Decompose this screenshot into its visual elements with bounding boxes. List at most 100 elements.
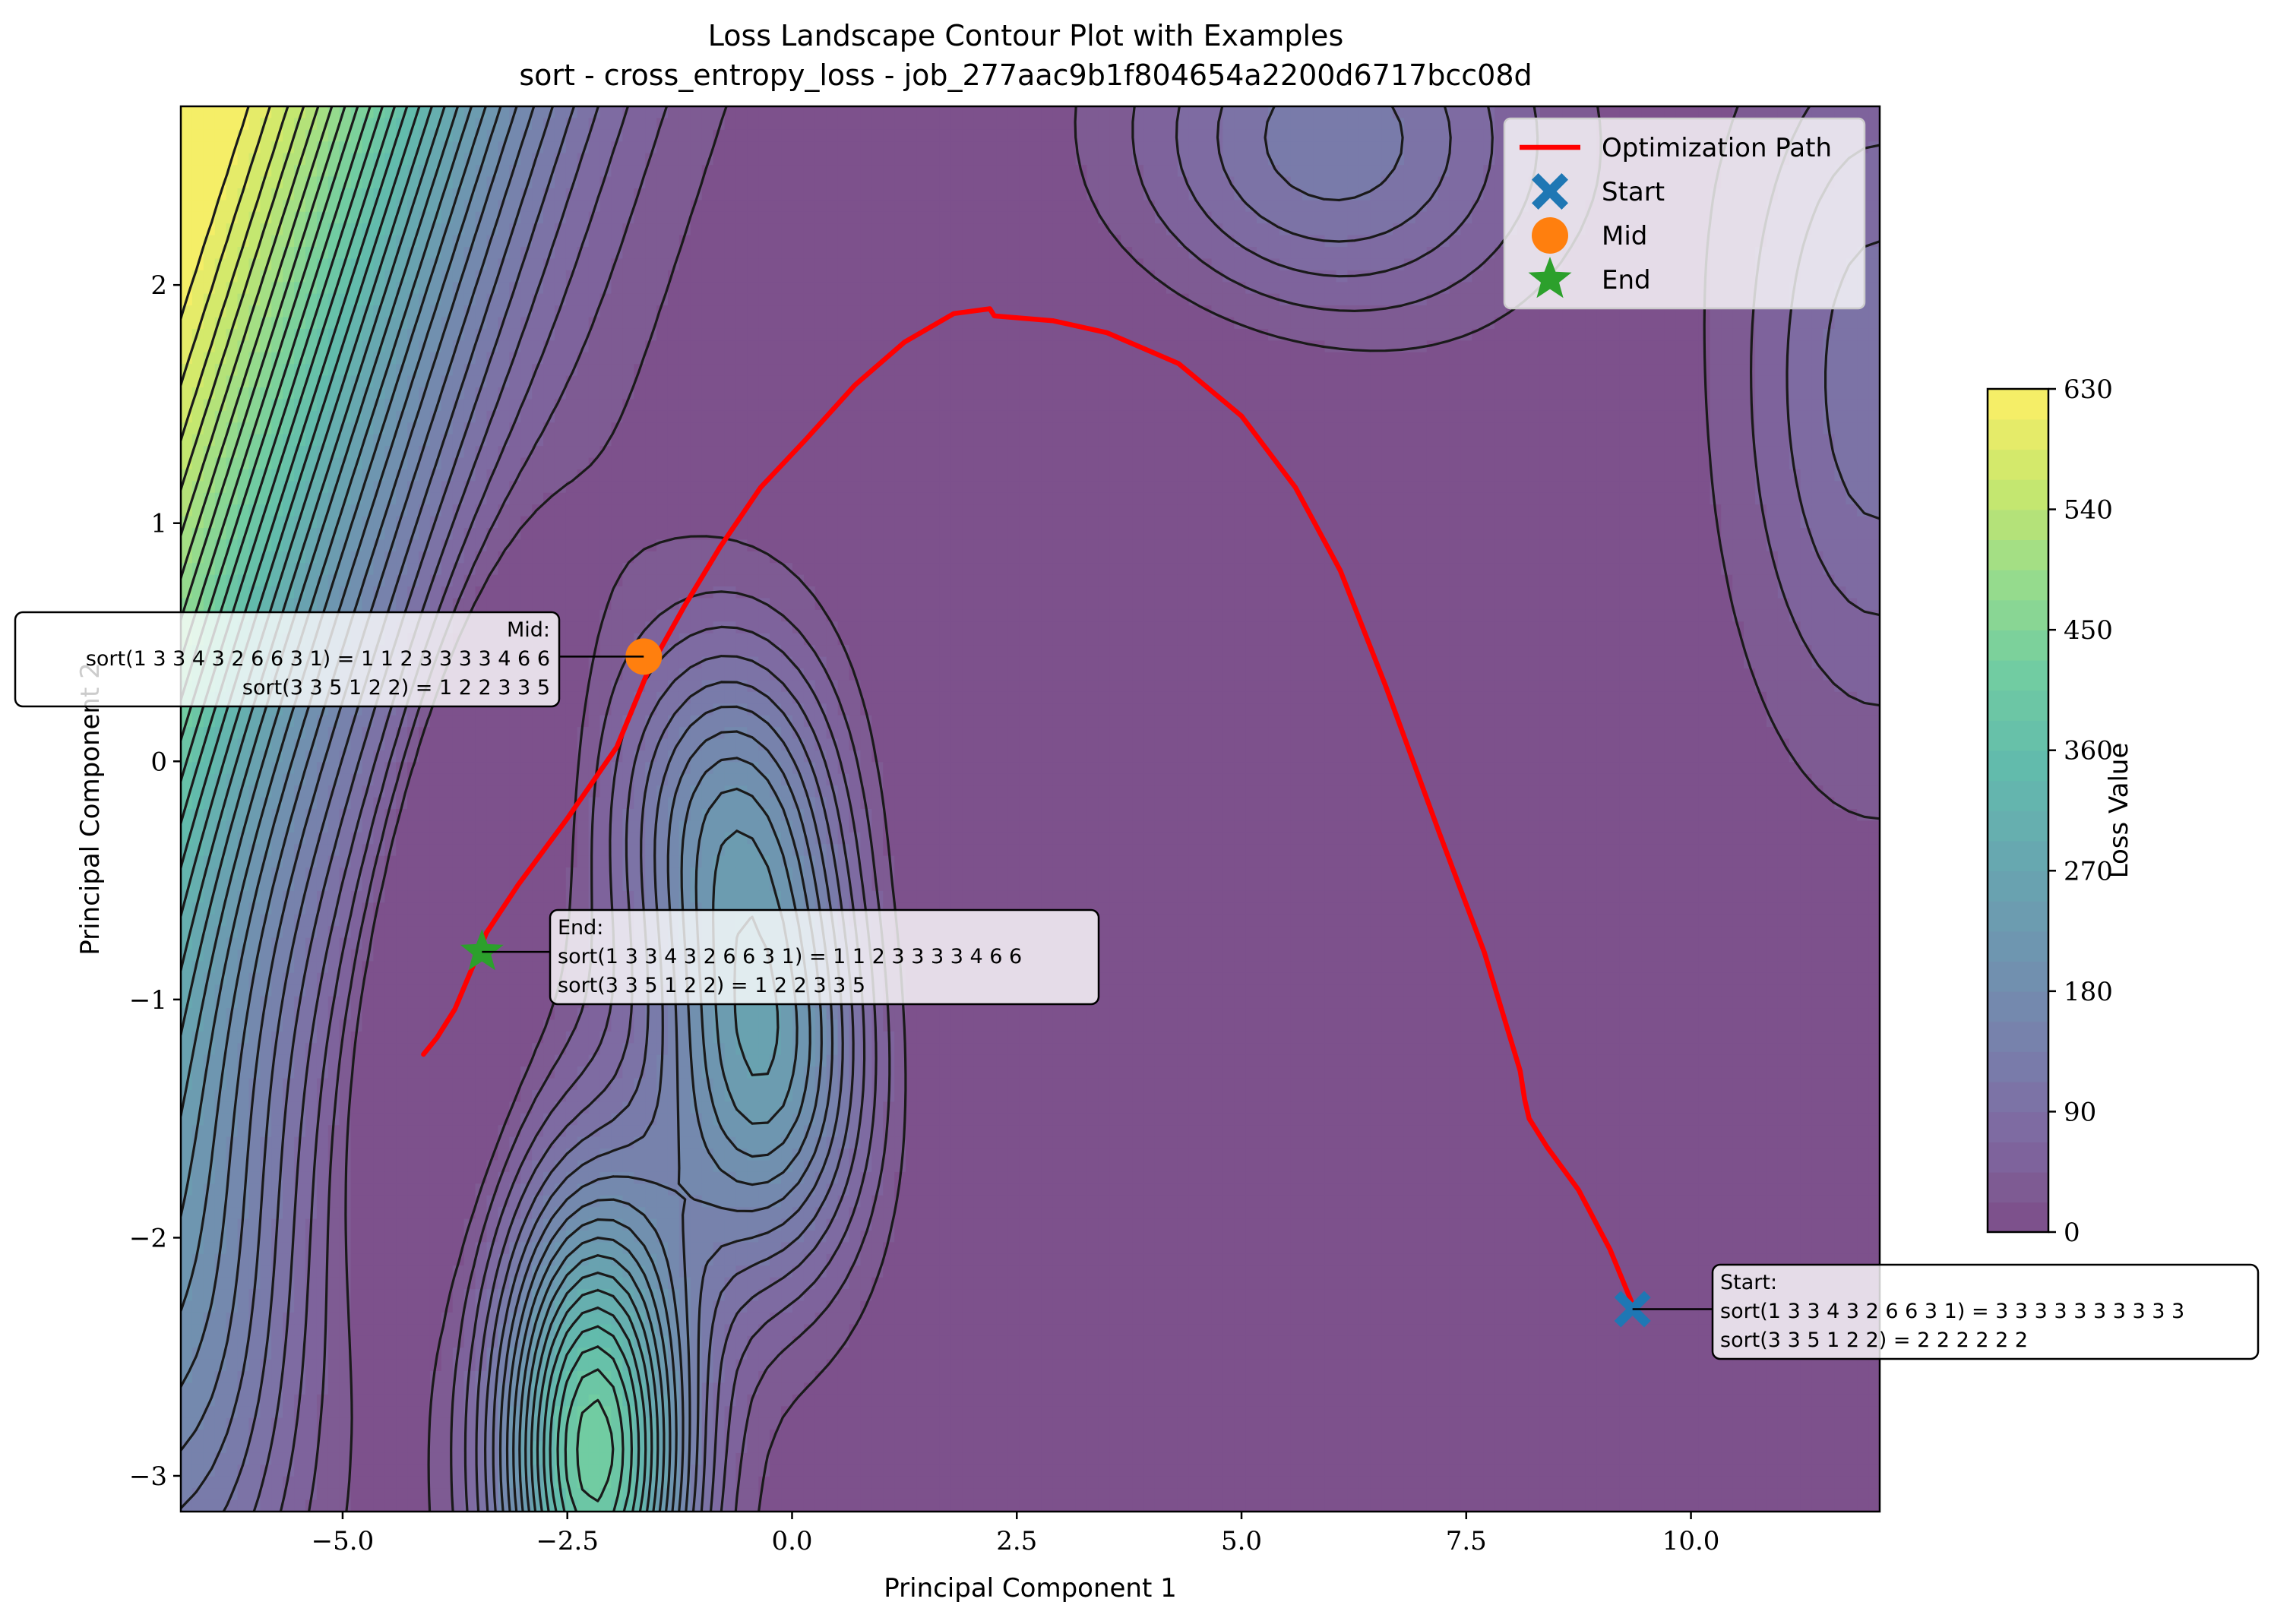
contour-cell	[1426, 165, 1439, 178]
contour-cell	[1098, 340, 1111, 353]
contour-cell	[678, 422, 691, 435]
contour-cell	[475, 235, 488, 248]
contour-cell	[634, 282, 646, 295]
contour-cell	[1438, 293, 1450, 306]
contour-cell	[849, 270, 862, 283]
contour-cell	[565, 235, 578, 248]
contour-cell	[1358, 375, 1371, 388]
contour-cell	[1324, 410, 1337, 424]
contour-cell	[1222, 469, 1235, 482]
contour-cell	[1415, 434, 1428, 447]
contour-cell	[735, 317, 748, 330]
contour-cell	[962, 328, 975, 342]
contour-cell	[1528, 399, 1541, 412]
contour-cell	[509, 446, 521, 459]
contour-cell	[1177, 410, 1190, 424]
contour-cell	[1744, 352, 1756, 365]
contour-cell	[1460, 422, 1473, 435]
contour-cell	[996, 176, 1008, 189]
contour-cell	[701, 469, 714, 482]
contour-cell	[667, 293, 680, 306]
contour-cell	[1358, 293, 1371, 306]
contour-cell	[1631, 317, 1643, 330]
contour-cell	[690, 141, 703, 154]
contour-cell	[667, 364, 680, 377]
contour-cell	[1222, 422, 1235, 435]
contour-cell	[1438, 118, 1450, 131]
contour-cell	[916, 247, 929, 260]
contour-cell	[1098, 410, 1111, 424]
contour-cell	[1358, 410, 1371, 424]
contour-cell	[203, 106, 216, 119]
chart-subtitle: sort - cross_entropy_loss - job_277aac9b…	[519, 58, 1532, 92]
contour-cell	[1664, 457, 1677, 470]
contour-cell	[1302, 375, 1314, 388]
contour-cell	[1393, 434, 1405, 447]
contour-cell	[1358, 141, 1371, 154]
contour-cell	[1007, 235, 1020, 248]
contour-cell	[906, 293, 918, 306]
contour-cell	[1483, 457, 1495, 470]
contour-cell	[554, 446, 567, 459]
contour-cell	[1109, 129, 1122, 143]
contour-cell	[792, 141, 805, 154]
contour-cell	[1007, 247, 1020, 260]
contour-cell	[860, 188, 873, 201]
contour-cell	[1268, 141, 1280, 154]
contour-cell	[1064, 434, 1077, 447]
contour-cell	[1483, 364, 1495, 377]
contour-cell	[701, 422, 714, 435]
contour-cell	[1438, 399, 1450, 412]
contour-cell	[1257, 422, 1269, 435]
contour-cell	[747, 446, 760, 459]
contour-cell	[1732, 340, 1744, 353]
contour-cell	[1222, 352, 1235, 365]
contour-cell	[1460, 247, 1473, 260]
contour-cell	[735, 211, 748, 224]
contour-cell	[906, 305, 918, 318]
contour-cell	[1539, 481, 1552, 494]
contour-cell	[1868, 258, 1880, 271]
contour-cell	[1868, 165, 1880, 178]
contour-cell	[758, 270, 770, 283]
contour-cell	[520, 340, 533, 353]
contour-cell	[498, 165, 511, 178]
contour-cell	[747, 106, 760, 119]
contour-cell	[1245, 446, 1257, 459]
contour-cell	[724, 282, 737, 295]
contour-cell	[814, 223, 827, 236]
contour-cell	[1290, 141, 1303, 154]
contour-cell	[962, 141, 975, 154]
contour-cell	[962, 176, 975, 189]
contour-cell	[1506, 399, 1518, 412]
contour-cell	[1460, 305, 1473, 318]
contour-cell	[1245, 153, 1257, 166]
contour-cell	[883, 118, 895, 131]
contour-cell	[1336, 446, 1349, 459]
contour-cell	[588, 282, 601, 295]
contour-cell	[1619, 387, 1631, 400]
contour-cell	[611, 492, 624, 505]
contour-cell	[656, 153, 669, 166]
contour-cell	[1052, 293, 1065, 306]
contour-cell	[588, 153, 601, 166]
contour-cell	[1324, 200, 1337, 213]
contour-cell	[894, 106, 906, 119]
contour-cell	[1166, 153, 1178, 166]
contour-cell	[1857, 469, 1869, 482]
contour-cell	[962, 153, 975, 166]
contour-cell	[678, 328, 691, 342]
contour-cell	[577, 410, 590, 424]
contour-cell	[1234, 457, 1247, 470]
contour-cell	[871, 317, 884, 330]
contour-cell	[1426, 457, 1439, 470]
contour-cell	[622, 422, 635, 435]
contour-cell	[939, 141, 952, 154]
contour-cell	[758, 434, 770, 447]
contour-cell	[565, 153, 578, 166]
contour-cell	[1290, 153, 1303, 166]
contour-cell	[1415, 141, 1428, 154]
contour-cell	[486, 492, 499, 505]
contour-cell	[1290, 457, 1303, 470]
